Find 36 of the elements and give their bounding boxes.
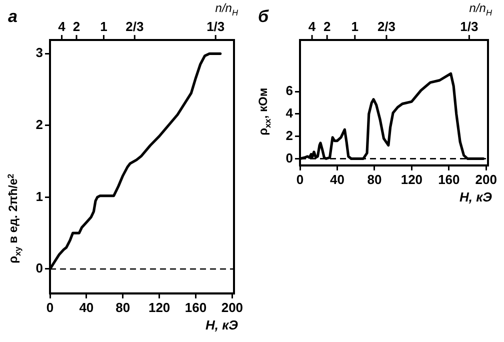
chart-title: б: [258, 7, 269, 26]
text: 2: [72, 19, 80, 34]
text: 1/3: [460, 19, 478, 34]
y-tick-label: 4: [286, 105, 294, 120]
y-tick-label: 2: [36, 117, 43, 132]
y-tick-label: 6: [286, 83, 293, 98]
x-tick-label: 160: [184, 300, 207, 315]
x-axis-title: H, кЭ: [205, 317, 239, 332]
text: 2: [323, 19, 331, 34]
x-tick-label: 120: [148, 300, 170, 315]
text: 1: [351, 19, 359, 34]
x-tick-label: 0: [46, 300, 54, 315]
y-axis-title: ρxx, кОм: [256, 88, 273, 136]
text: 1: [100, 19, 108, 34]
y-tick-label: 1: [36, 188, 43, 204]
text: 4: [58, 19, 66, 34]
x-tick-label: 0: [296, 172, 304, 187]
x-tick-label: 200: [475, 172, 497, 187]
x-tick-label: 200: [221, 300, 244, 315]
x-axis-title: H, кЭ: [459, 189, 493, 204]
x-tick-label: 160: [438, 172, 460, 187]
x-tick-label: 80: [367, 172, 382, 187]
text: 2/3: [126, 19, 144, 34]
y-tick-label: 3: [36, 45, 43, 60]
y-tick-label: 0: [36, 260, 43, 276]
chart-title: а: [8, 7, 18, 26]
x-tick-label: 120: [400, 172, 423, 187]
text: 2/3: [377, 19, 396, 34]
x-tick-label: 40: [79, 300, 94, 315]
y-tick-label: 0: [286, 150, 293, 166]
text: 4: [308, 19, 316, 34]
text: 1/3: [206, 19, 225, 34]
x-tick-label: 40: [330, 172, 344, 187]
y-tick-label: 2: [286, 128, 293, 143]
y-axis-title: ρxy в ед. 2πħ/e2: [5, 173, 23, 264]
x-tick-label: 80: [116, 300, 130, 315]
